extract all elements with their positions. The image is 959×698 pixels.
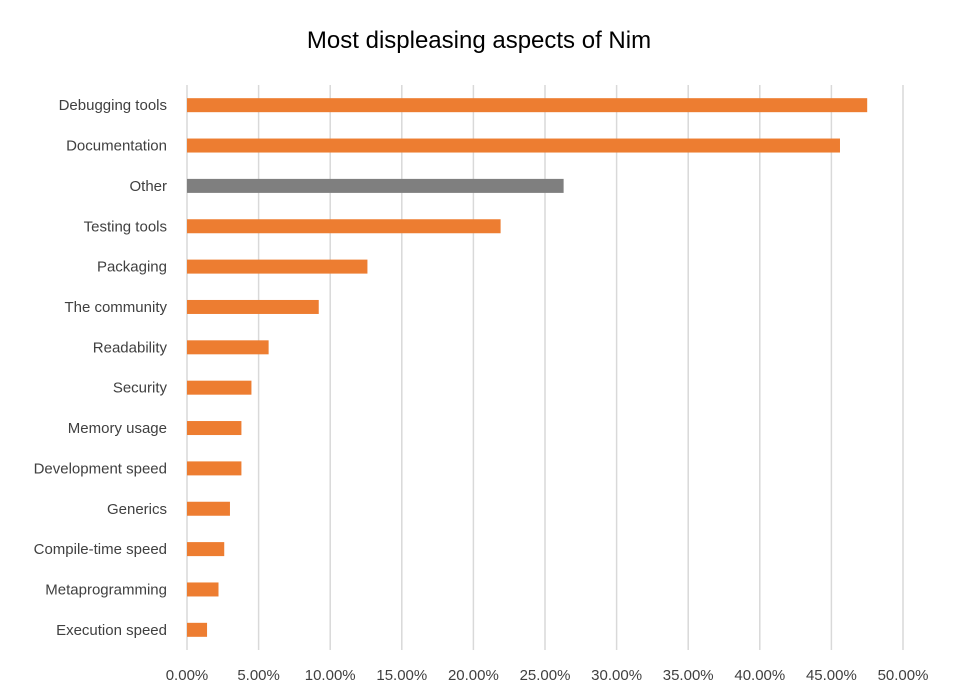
y-category-label: Documentation (66, 138, 167, 155)
bar (187, 421, 242, 436)
bar (187, 299, 319, 314)
y-category-label: Execution speed (56, 622, 167, 639)
x-tick-label: 10.00% (305, 667, 356, 684)
y-category-label: The community (64, 299, 167, 316)
bar (187, 98, 868, 113)
bar (187, 501, 230, 516)
y-category-label: Memory usage (68, 420, 167, 437)
x-tick-label: 30.00% (591, 667, 642, 684)
y-category-label: Metaprogramming (45, 581, 167, 598)
bar (187, 178, 564, 193)
bar (187, 138, 840, 153)
y-category-label: Testing tools (84, 218, 167, 235)
y-category-label: Development speed (34, 460, 167, 477)
bar (187, 622, 208, 637)
chart-title: Most displeasing aspects of Nim (307, 27, 651, 54)
bar (187, 461, 242, 476)
x-tick-label: 35.00% (663, 667, 714, 684)
x-tick-label: 50.00% (878, 667, 929, 684)
y-category-label: Debugging tools (59, 97, 167, 114)
bar (187, 380, 252, 395)
y-category-label: Security (113, 380, 168, 397)
bar (187, 542, 225, 557)
x-tick-label: 45.00% (806, 667, 857, 684)
y-category-label: Compile-time speed (34, 541, 167, 558)
x-tick-label: 15.00% (376, 667, 427, 684)
bar (187, 582, 219, 597)
x-tick-label: 40.00% (734, 667, 785, 684)
x-tick-label: 20.00% (448, 667, 499, 684)
bar (187, 340, 269, 355)
y-category-label: Packaging (97, 259, 167, 276)
bar (187, 219, 501, 234)
bar (187, 259, 368, 274)
y-category-label: Readability (93, 339, 168, 356)
y-category-label: Generics (107, 501, 167, 518)
x-tick-label: 25.00% (520, 667, 571, 684)
x-tick-label: 5.00% (237, 667, 280, 684)
x-tick-label: 0.00% (166, 667, 209, 684)
y-category-label: Other (129, 178, 167, 195)
